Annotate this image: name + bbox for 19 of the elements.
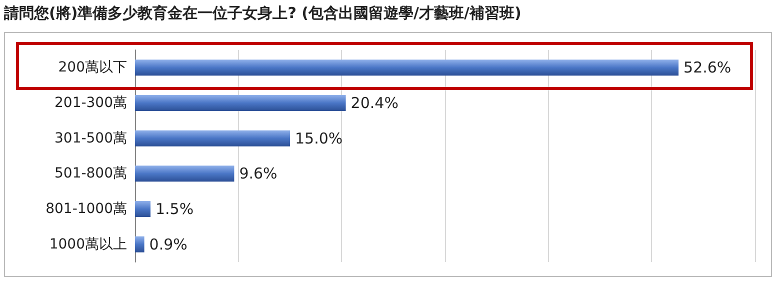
- y-tick-label: 1000萬以上: [49, 236, 127, 252]
- data-label: 20.4%: [350, 94, 398, 112]
- bar: [135, 166, 234, 182]
- y-tick-label: 301-500萬: [54, 130, 127, 146]
- y-tick-label: 200萬以下: [58, 60, 127, 76]
- data-label: 15.0%: [295, 129, 343, 148]
- data-label: 0.9%: [149, 235, 188, 254]
- bar: [135, 130, 290, 146]
- bar: [135, 95, 346, 111]
- chart-title: 請問您(將)準備多少教育金在一位子女身上? (包含出國留遊學/才藝班/補習班): [4, 4, 522, 23]
- bar: [135, 236, 144, 252]
- bar: [135, 60, 679, 76]
- y-tick-label: 201-300萬: [54, 95, 127, 111]
- y-tick-label: 501-800萬: [54, 166, 127, 182]
- bar: [135, 201, 150, 217]
- y-tick-label: 801-1000萬: [46, 201, 127, 217]
- data-label: 9.6%: [239, 164, 278, 183]
- data-label: 52.6%: [684, 58, 732, 77]
- data-label: 1.5%: [156, 200, 194, 218]
